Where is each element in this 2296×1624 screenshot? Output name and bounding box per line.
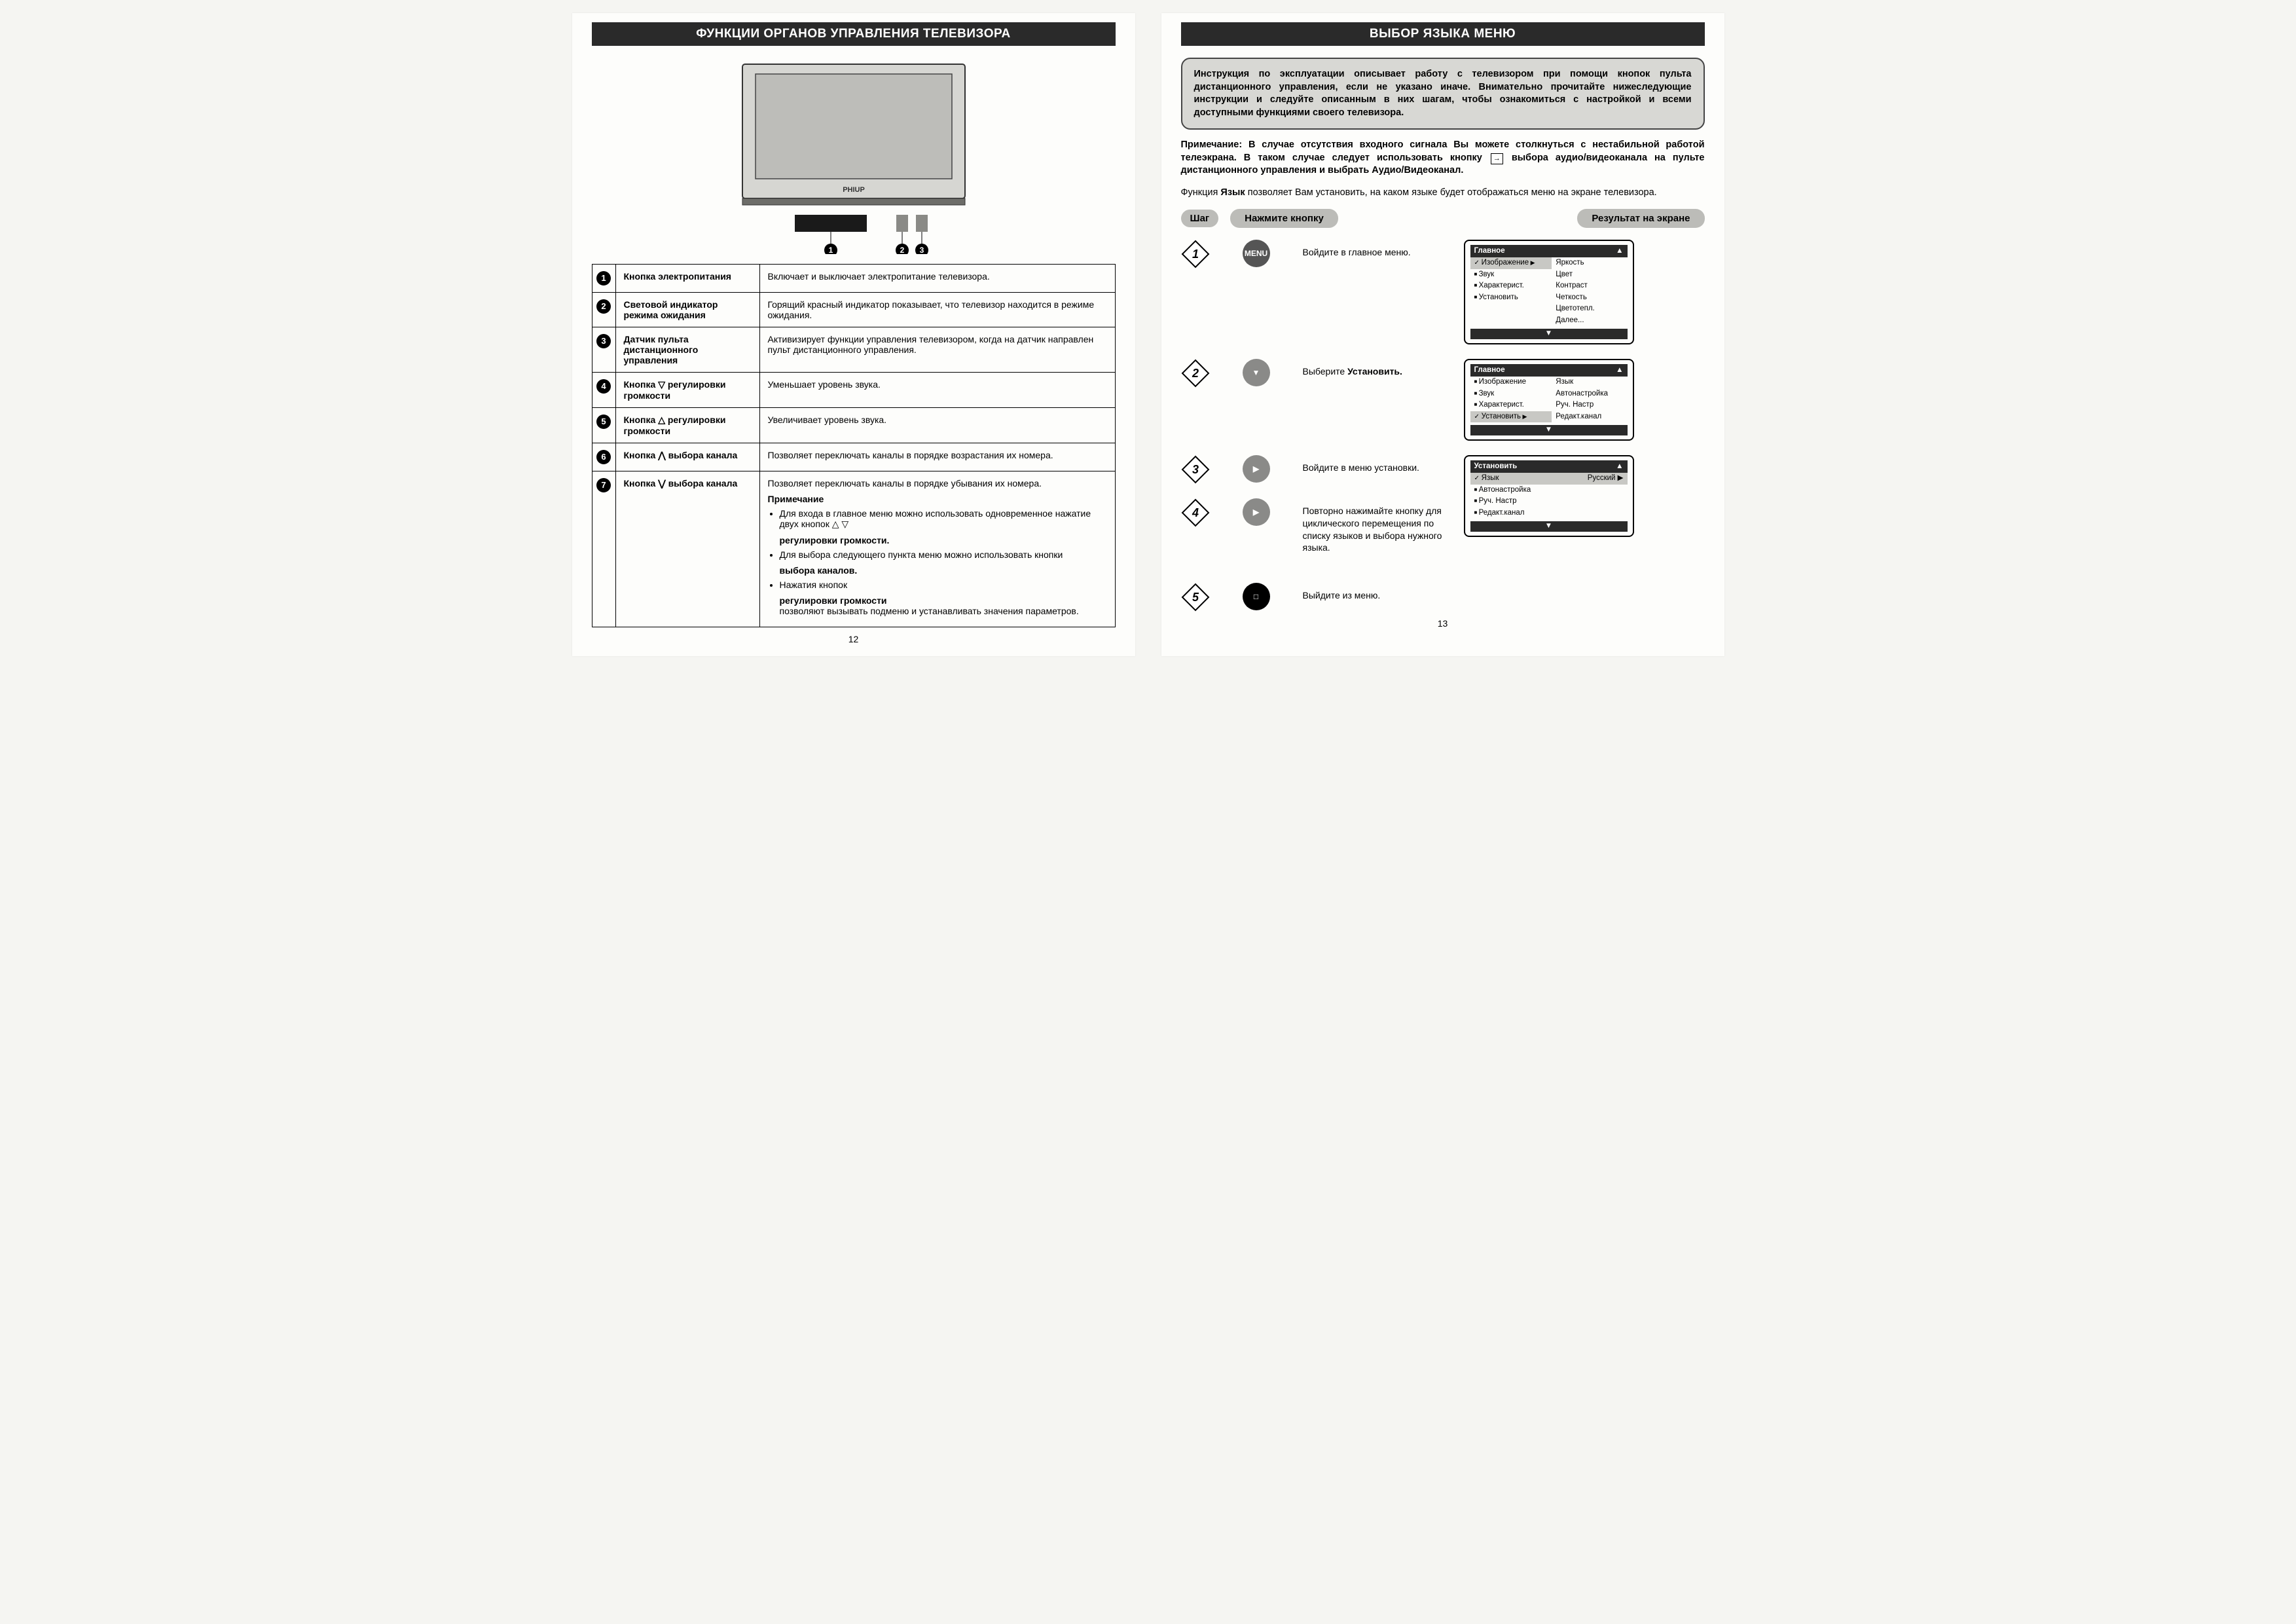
- col-result: Результат на экране: [1577, 209, 1704, 228]
- control-row: 4 Кнопка ▽ регулировки громкости Уменьша…: [592, 373, 1115, 408]
- svg-text:3: 3: [1192, 463, 1198, 476]
- control-row: 3 Датчик пульта дистанционного управлени…: [592, 327, 1115, 373]
- step-number-icon: 1: [1181, 240, 1210, 268]
- info-box: Инструкция по эксплуатации описывает раб…: [1181, 58, 1705, 130]
- col-step: Шаг: [1181, 210, 1219, 227]
- page-number-left: 12: [592, 634, 1116, 644]
- remote-button-icon: □: [1243, 583, 1270, 610]
- svg-text:4: 4: [1191, 506, 1198, 519]
- remote-button-icon: MENU: [1243, 240, 1270, 267]
- step-number-icon: 2: [1181, 359, 1210, 388]
- col-press: Нажмите кнопку: [1230, 209, 1338, 228]
- svg-text:2: 2: [900, 246, 904, 254]
- svg-text:1: 1: [1192, 248, 1198, 261]
- page-right: ВЫБОР ЯЗЫКА МЕНЮ Инструкция по эксплуата…: [1161, 13, 1724, 656]
- document-spread: ФУНКЦИИ ОРГАНОВ УПРАВЛЕНИЯ ТЕЛЕВИЗОРА PH…: [572, 13, 1724, 656]
- remote-button-icon: ▶: [1243, 498, 1270, 526]
- language-paragraph: Функция Язык позволяет Вам установить, н…: [1181, 187, 1705, 200]
- step-text: Выберите Установить.: [1303, 359, 1453, 378]
- svg-text:2: 2: [1191, 367, 1198, 380]
- remote-button-icon: ▼: [1243, 359, 1270, 386]
- step-text: Выйдите из меню.: [1303, 583, 1453, 602]
- control-row: 1 Кнопка электропитания Включает и выклю…: [592, 265, 1115, 293]
- step-number-icon: 5: [1181, 583, 1210, 612]
- page-title-right: ВЫБОР ЯЗЫКА МЕНЮ: [1181, 22, 1705, 46]
- page-number-right: 13: [1181, 618, 1705, 629]
- step-text: Войдите в главное меню.: [1303, 240, 1453, 259]
- step-text: Повторно нажимайте кнопку для циклическо…: [1303, 498, 1453, 555]
- step-number-icon: 4: [1181, 498, 1210, 527]
- tv-illustration: PHIUP 1 2 3: [592, 58, 1116, 257]
- note-paragraph: Примечание: В случае отсутствия входного…: [1181, 139, 1705, 177]
- column-headers: Шаг Нажмите кнопку Результат на экране: [1181, 209, 1705, 228]
- control-row: 2 Световой индикатор режима ожидания Гор…: [592, 293, 1115, 327]
- menu-screenshot: Главное▲ ИзображениеЗвукХарактерист.Уста…: [1464, 359, 1634, 441]
- page-title-left: ФУНКЦИИ ОРГАНОВ УПРАВЛЕНИЯ ТЕЛЕВИЗОРА: [592, 22, 1116, 46]
- steps-grid: 1 MENU Войдите в главное меню. Главное▲ Из…: [1181, 240, 1705, 612]
- tv-brand-text: PHIUP: [843, 186, 865, 194]
- control-row: 6 Кнопка ⋀ выбора канала Позволяет перек…: [592, 443, 1115, 471]
- menu-screenshot: Главное▲ ИзображениеЗвукХарактерист.Уста…: [1464, 240, 1634, 344]
- svg-text:1: 1: [828, 246, 833, 254]
- step-number-icon: 3: [1181, 455, 1210, 484]
- page-left: ФУНКЦИИ ОРГАНОВ УПРАВЛЕНИЯ ТЕЛЕВИЗОРА PH…: [572, 13, 1135, 656]
- control-row: 5 Кнопка △ регулировки громкости Увеличи…: [592, 408, 1115, 443]
- remote-button-icon: ▶: [1243, 455, 1270, 483]
- controls-table: 1 Кнопка электропитания Включает и выклю…: [592, 264, 1116, 627]
- control-row: 7 Кнопка ⋁ выбора канала Позволяет перек…: [592, 471, 1115, 627]
- svg-text:3: 3: [919, 246, 924, 254]
- menu-screenshot: Установить▲ ЯзыкРусский ▶АвтонастройкаРу…: [1464, 455, 1634, 537]
- svg-text:5: 5: [1192, 591, 1199, 604]
- step-text: Войдите в меню установки.: [1303, 455, 1453, 474]
